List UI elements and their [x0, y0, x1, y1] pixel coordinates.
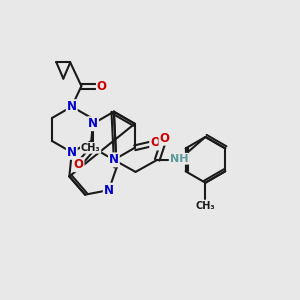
Text: NH: NH — [170, 154, 188, 164]
Text: N: N — [88, 117, 98, 130]
Text: N: N — [104, 184, 114, 196]
Text: O: O — [160, 132, 170, 145]
Text: N: N — [109, 153, 119, 167]
Text: CH₃: CH₃ — [196, 200, 215, 211]
Text: O: O — [97, 80, 107, 93]
Text: CH₃: CH₃ — [81, 143, 100, 153]
Text: N: N — [67, 146, 77, 159]
Text: O: O — [74, 158, 84, 171]
Text: O: O — [150, 136, 160, 149]
Text: N: N — [67, 100, 77, 113]
